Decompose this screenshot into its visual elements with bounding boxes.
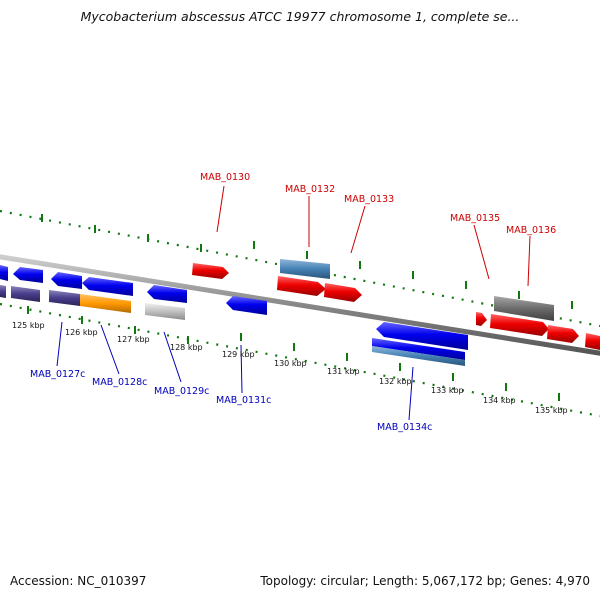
reverse-gene[interactable] [147,285,187,303]
leader-mab0136 [527,235,531,287]
forward-gene[interactable] [192,263,229,279]
forward-gene-labels[interactable]: MAB_0130 MAB_0132 MAB_0133 MAB_0135 MAB_… [200,172,556,236]
scale-label: 131 kbp [327,367,360,376]
gene-label-mab0133[interactable]: MAB_0133 [344,194,394,205]
genome-backbone [0,254,600,356]
gene-label-mab0128c[interactable]: MAB_0128c [92,377,147,388]
scale-label: 129 kbp [222,350,255,359]
leader-mab0135 [473,224,490,280]
gene-label-mab0136[interactable]: MAB_0136 [506,225,556,236]
map-title: Mycobacterium abscessus ATCC 19977 chrom… [80,9,520,24]
scale-label: 134 kbp [483,396,516,405]
scale-label: 127 kbp [117,335,150,344]
leader-mab0127c [56,321,63,367]
leader-mab0133 [350,205,366,254]
forward-gene[interactable] [547,325,579,343]
reverse-genes[interactable] [0,265,468,366]
reverse-tick-track [0,302,600,418]
forward-gene[interactable] [585,333,600,350]
scale-label: 125 kbp [12,321,45,330]
reverse-gene[interactable] [13,267,43,283]
reverse-gene[interactable] [0,265,8,281]
forward-gene[interactable] [324,283,362,302]
reverse-gene[interactable] [0,285,6,298]
reverse-gene[interactable] [226,296,267,315]
forward-gene[interactable] [277,276,326,296]
forward-genes[interactable] [192,259,600,350]
reverse-gene[interactable] [11,286,40,302]
reverse-gene[interactable] [145,303,185,320]
scale-labels: 125 kbp 126 kbp 127 kbp 128 kbp 129 kbp … [12,321,568,415]
reverse-gene[interactable] [372,338,465,360]
forward-gene[interactable] [490,314,549,336]
leader-mab0134c [408,366,414,421]
forward-major-ticks [41,214,573,309]
gene-label-mab0134c[interactable]: MAB_0134c [377,422,432,433]
label-leaders [56,185,531,421]
scale-label: 130 kbp [274,359,307,368]
scale-label: 132 kbp [379,377,412,386]
scale-label: 133 kbp [431,386,464,395]
reverse-gene[interactable] [51,272,82,289]
scale-label: 126 kbp [65,328,98,337]
reverse-gene[interactable] [82,277,133,296]
reverse-gene[interactable] [80,294,131,313]
accession-text: Accession: NC_010397 [10,574,147,588]
reverse-gene[interactable] [372,346,465,366]
genome-summary-text: Topology: circular; Length: 5,067,172 bp… [260,574,590,588]
reverse-gene[interactable] [49,290,80,306]
gene-label-mab0130[interactable]: MAB_0130 [200,172,250,183]
leader-mab0128c [100,324,120,375]
gene-label-mab0132[interactable]: MAB_0132 [285,184,335,195]
forward-tick-track [0,209,600,328]
leader-mab0130 [216,185,225,233]
reverse-major-ticks [27,306,560,401]
forward-gene[interactable] [280,259,330,279]
gene-label-mab0131c[interactable]: MAB_0131c [216,395,271,406]
forward-gene[interactable] [476,312,487,326]
gene-label-mab0129c[interactable]: MAB_0129c [154,386,209,397]
scale-label: 128 kbp [170,343,203,352]
forward-gene[interactable] [494,296,554,321]
gene-label-mab0135[interactable]: MAB_0135 [450,213,500,224]
leader-mab0129c [163,331,182,383]
reverse-gene[interactable] [376,322,468,350]
leader-mab0131c [240,344,243,394]
scale-label: 135 kbp [535,406,568,415]
gene-label-mab0127c[interactable]: MAB_0127c [30,369,85,380]
reverse-gene-labels[interactable]: MAB_0127c MAB_0128c MAB_0129c MAB_0131c … [30,369,432,433]
